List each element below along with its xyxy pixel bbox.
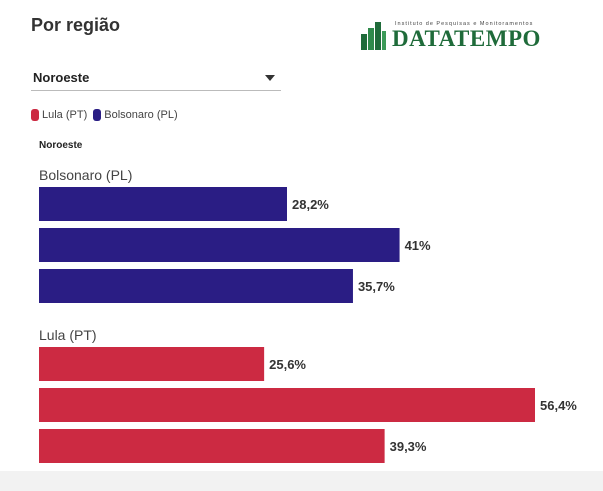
legend-swatch-bolsonaro bbox=[93, 109, 102, 121]
legend-label-lula: Lula (PT) bbox=[42, 109, 88, 121]
group-label-bolsonaro: Bolsonaro (PL) bbox=[39, 167, 132, 183]
footer-band bbox=[0, 471, 603, 491]
logo-bars-icon bbox=[361, 22, 386, 50]
page-title: Por região bbox=[31, 15, 121, 35]
legend: Lula (PT) Bolsonaro (PL) bbox=[31, 109, 184, 121]
legend-item-bolsonaro[interactable]: Bolsonaro (PL) bbox=[93, 109, 178, 121]
data-label-bolsonaro-3: 35,7% bbox=[358, 279, 395, 294]
bar-lula-1[interactable] bbox=[39, 347, 265, 381]
region-select[interactable]: Noroeste bbox=[31, 66, 281, 91]
group-label-lula: Lula (PT) bbox=[39, 327, 97, 343]
chart-subtitle: Noroeste bbox=[39, 140, 83, 151]
logo-wordmark: DATATEMPO bbox=[392, 26, 541, 51]
bar-lula-3[interactable] bbox=[39, 429, 385, 463]
data-label-lula-1: 25,6% bbox=[269, 357, 306, 372]
bar-bolsonaro-2[interactable] bbox=[39, 228, 400, 262]
data-label-lula-2: 56,4% bbox=[540, 398, 577, 413]
legend-label-bolsonaro: Bolsonaro (PL) bbox=[104, 109, 178, 121]
bar-lula-2[interactable] bbox=[39, 388, 535, 422]
datatempo-logo: Instituto de Pesquisas e Monitoramentos … bbox=[361, 20, 563, 52]
chevron-down-icon bbox=[265, 75, 275, 81]
region-select-value: Noroeste bbox=[33, 70, 90, 85]
bar-bolsonaro-1[interactable] bbox=[39, 187, 287, 221]
legend-swatch-lula bbox=[31, 109, 39, 121]
data-label-lula-3: 39,3% bbox=[390, 439, 427, 454]
logo-tagline: Instituto de Pesquisas e Monitoramentos bbox=[395, 21, 534, 27]
bar-bolsonaro-3[interactable] bbox=[39, 269, 353, 303]
data-label-bolsonaro-2: 41% bbox=[405, 238, 431, 253]
data-label-bolsonaro-1: 28,2% bbox=[292, 197, 329, 212]
legend-item-lula[interactable]: Lula (PT) bbox=[31, 109, 87, 121]
